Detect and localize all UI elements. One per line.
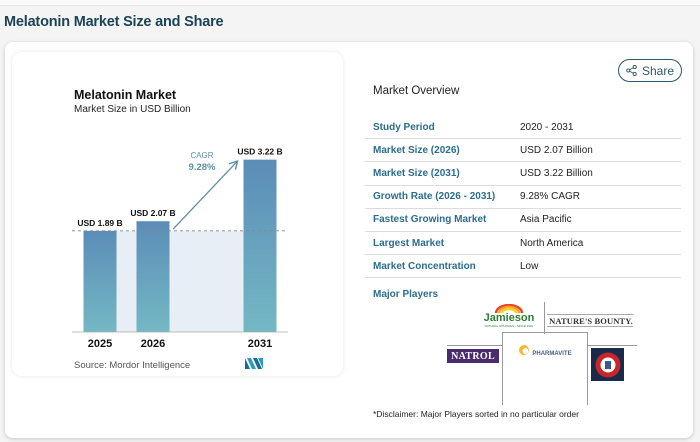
- top-divider: [0, 0, 700, 6]
- player-tagline: NATURAL SOURCES · SINCE 1922: [484, 324, 534, 328]
- players-divider: [502, 332, 587, 333]
- player-logo-jamieson: Jamieson NATURAL SOURCES · SINCE 1922: [476, 302, 542, 330]
- overview-label: Market Concentration: [373, 260, 476, 272]
- player-name: PHARMAVITE: [532, 351, 572, 357]
- player-name: Jamieson: [483, 312, 535, 324]
- overview-label: Market Size (2031): [373, 167, 460, 179]
- overview-row-growth-rate: Growth Rate (2026 - 2031) 9.28% CAGR: [365, 186, 681, 209]
- market-overview-table: Study Period 2020 - 2031 Market Size (20…: [365, 116, 681, 279]
- overview-label: Study Period: [373, 121, 435, 133]
- player-logo-pharmavite: PHARMAVITE: [512, 340, 578, 362]
- share-icon: [626, 65, 637, 76]
- overview-row-market-size-2031: Market Size (2031) USD 3.22 Billion: [365, 162, 681, 186]
- player-logo-church-dwight: [591, 348, 624, 381]
- players-divider: [447, 345, 502, 346]
- chart-title: Melatonin Market: [74, 88, 177, 102]
- players-divider: [547, 314, 633, 315]
- overview-label: Growth Rate (2026 - 2031): [373, 191, 496, 203]
- overview-label: Fastest Growing Market: [373, 214, 487, 226]
- market-overview-title: Market Overview: [373, 85, 460, 97]
- players-divider: [502, 332, 503, 405]
- chart-source: Source: Mordor Intelligence: [74, 360, 191, 371]
- overview-row-study-period: Study Period 2020 - 2031: [365, 116, 681, 140]
- arm-hammer-icon: [595, 352, 620, 377]
- overview-label: Largest Market: [373, 237, 445, 249]
- player-name: NATURE'S BOUNTY.: [549, 315, 633, 326]
- players-divider: [547, 326, 633, 327]
- page-title: Melatonin Market Size and Share: [4, 14, 224, 30]
- players-divider: [587, 345, 637, 346]
- overview-value: 9.28% CAGR: [520, 191, 581, 203]
- overview-value: USD 2.07 Billion: [520, 144, 593, 156]
- share-button[interactable]: Share: [618, 59, 682, 82]
- overview-row-concentration: Market Concentration Low: [365, 255, 681, 279]
- players-divider: [587, 332, 588, 405]
- overview-value: North America: [520, 237, 584, 249]
- overview-row-market-size-2026: Market Size (2026) USD 2.07 Billion: [365, 139, 681, 163]
- overview-value: Asia Pacific: [520, 214, 572, 226]
- share-label: Share: [641, 63, 675, 78]
- overview-value: 2020 - 2031: [520, 121, 574, 133]
- major-players-label: Major Players: [373, 289, 439, 300]
- overview-row-fastest-growing: Fastest Growing Market Asia Pacific: [365, 209, 681, 232]
- overview-value: USD 3.22 Billion: [520, 167, 593, 179]
- pharmavite-mark-icon: [519, 345, 530, 355]
- players-disclaimer: *Disclaimer: Major Players sorted in no …: [373, 409, 579, 419]
- overview-row-largest-market: Largest Market North America: [365, 232, 681, 256]
- players-divider: [544, 302, 545, 334]
- mordor-intelligence-logo-icon: [245, 358, 263, 369]
- overview-value: Low: [520, 260, 539, 272]
- player-name: NATROL: [451, 350, 495, 362]
- rainbow-icon: [494, 304, 524, 313]
- chart-card: [12, 52, 343, 376]
- player-logo-natures-bounty: NATURE'S BOUNTY.: [547, 315, 635, 326]
- player-logo-natrol: NATROL: [447, 349, 499, 363]
- overview-label: Market Size (2026): [373, 144, 460, 156]
- chart-subtitle: Market Size in USD Billion: [74, 104, 191, 115]
